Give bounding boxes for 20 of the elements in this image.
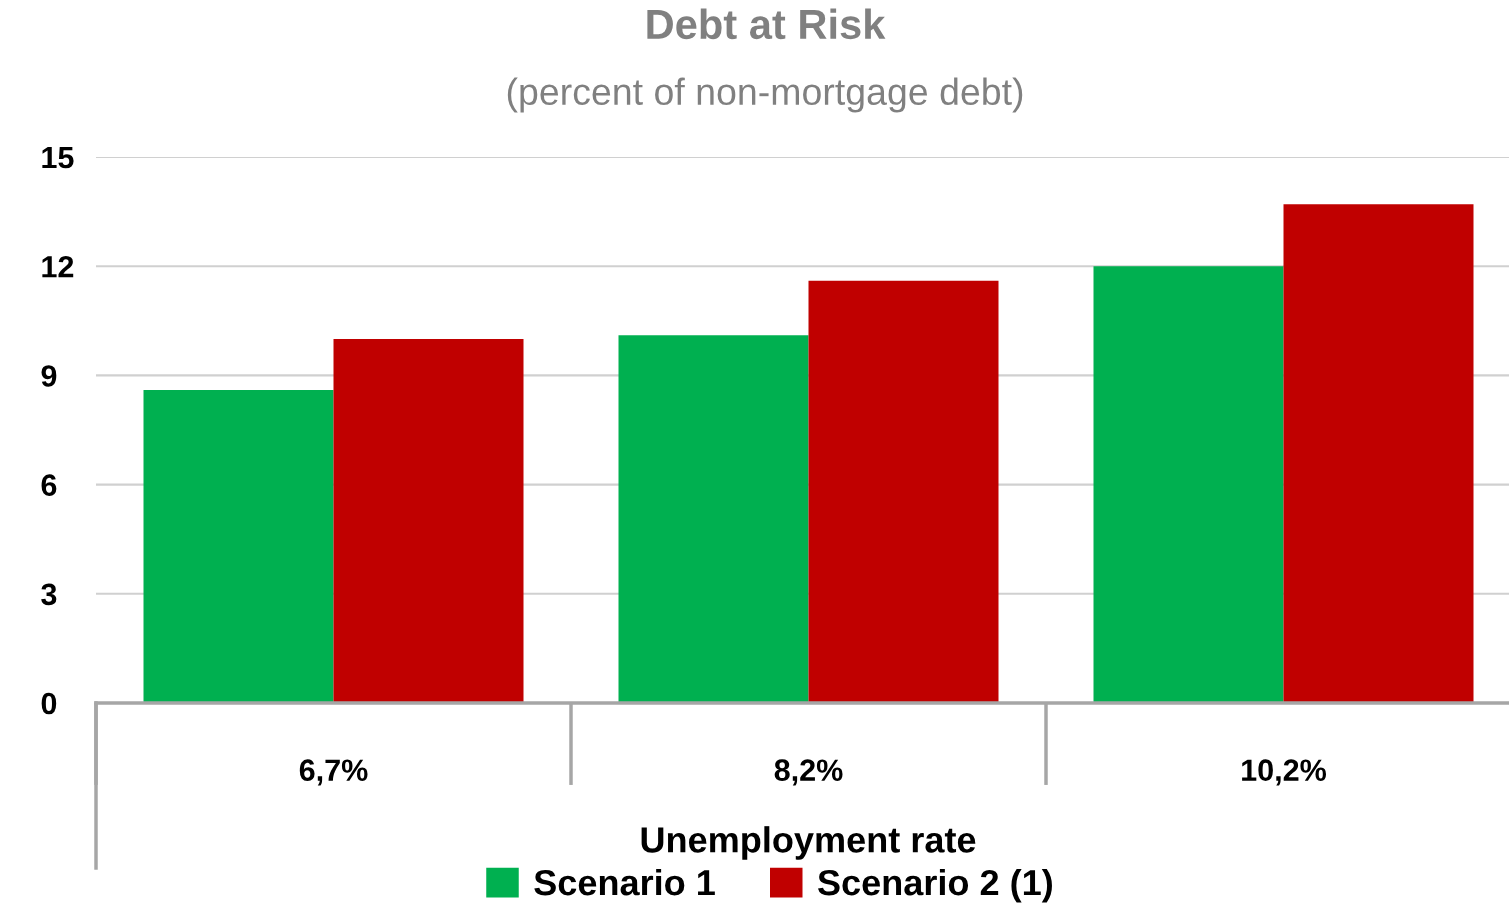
bar [808,280,999,703]
chart-subtitle: (percent of non-mortgage debt) [507,77,1023,113]
x-tick-label: 8,2% [774,759,843,786]
y-tick-label: 9 [41,365,57,387]
x-tick-label: 10,2% [1242,759,1327,786]
bar [143,389,334,703]
y-tick-label: 0 [41,692,57,715]
y-tick-label: 3 [41,583,57,606]
bar [1283,204,1474,703]
legend-label: Scenario 1 [534,868,715,896]
bar [618,335,809,703]
chart-title: Debt at Risk [647,8,886,40]
legend-label: Scenario 2 (1) [817,868,1052,903]
bar [333,339,524,703]
x-tick-label: 6,7% [299,759,368,786]
y-tick-label: 15 [42,147,74,169]
y-tick-label: 12 [42,255,74,278]
y-tick-label: 6 [41,474,57,496]
x-axis-title: Unemployment rate [641,826,976,860]
bar [1093,266,1284,703]
